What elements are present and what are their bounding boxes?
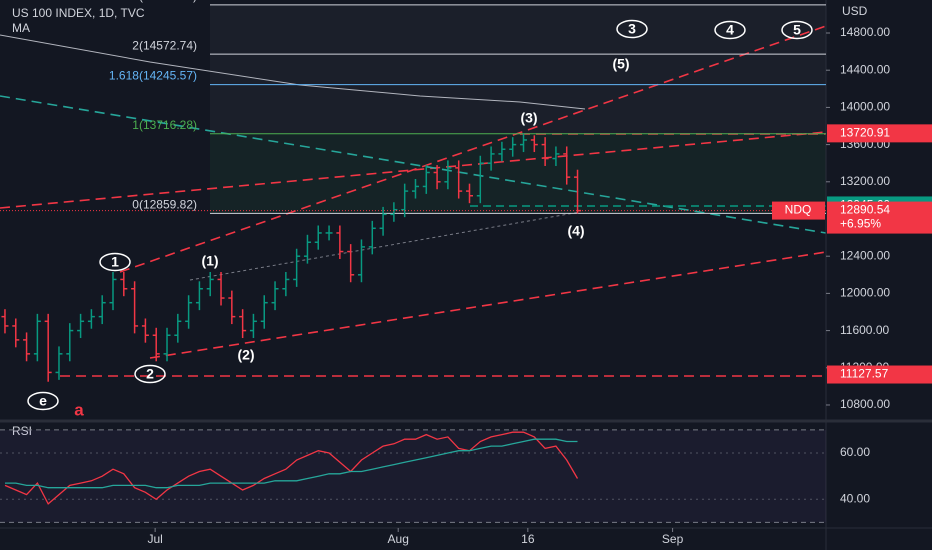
y-tick-label: 14000.00 <box>840 100 890 114</box>
fib-label: 0(12859.82) <box>132 198 197 212</box>
last-price-change: +6.95% <box>840 217 881 231</box>
rsi-band <box>0 429 826 523</box>
wave-circle <box>616 19 648 39</box>
y-tick-label: 11600.00 <box>840 323 889 337</box>
channel-line <box>119 25 827 273</box>
wave-label: (3) <box>520 110 537 126</box>
price-label-box <box>827 124 932 143</box>
fib-label: 2.618(15102.88) <box>109 0 197 3</box>
y-tick-label: 12400.00 <box>840 248 890 262</box>
price-label-box <box>827 365 932 384</box>
channel-line <box>0 131 827 209</box>
wave-label: a <box>74 400 84 419</box>
rsi-tick-label: 40.00 <box>840 491 870 505</box>
x-tick-label: Jul <box>147 532 162 546</box>
wave-label: e <box>39 393 47 409</box>
fib-label: 1(13716.28) <box>132 118 197 132</box>
wave-label: 1 <box>111 254 119 270</box>
y-tick-label: 12000.00 <box>840 286 890 300</box>
wave-circle <box>99 252 131 272</box>
wave-circle <box>781 20 813 40</box>
rsi-line <box>5 438 578 489</box>
wave-label: 3 <box>628 21 636 37</box>
y-tick-label: 14800.00 <box>840 25 890 39</box>
wave-circle <box>714 20 746 40</box>
wave-circle <box>134 364 166 384</box>
rsi-line <box>4 431 579 505</box>
currency: USD <box>842 4 868 18</box>
symbol: NDQ <box>785 203 812 217</box>
wave-circle <box>27 391 59 411</box>
y-tick-label: 13200.00 <box>840 174 890 188</box>
indicator-label: MA <box>12 21 30 35</box>
last-price-box <box>827 201 932 234</box>
x-tick-label: 16 <box>521 532 535 546</box>
moving-average <box>0 34 586 110</box>
wave-label: 4 <box>726 22 734 38</box>
wave-label: (5) <box>612 56 629 72</box>
rsi-tick-label: 60.00 <box>840 445 870 459</box>
wave-label: 2 <box>146 366 154 382</box>
rsi-title: RSI <box>12 424 32 438</box>
y-tick-label: 10800.00 <box>840 397 890 411</box>
x-tick-label: Sep <box>662 532 684 546</box>
channel-line <box>149 251 827 359</box>
price-label: 11127.57 <box>840 367 889 381</box>
symbol-box <box>772 201 825 220</box>
wave-label: (4) <box>567 223 584 239</box>
wave-label: (1) <box>201 253 218 269</box>
fib-label: 1.618(14245.57) <box>109 69 197 83</box>
y-tick-label: 14400.00 <box>840 62 890 76</box>
chart-title: US 100 INDEX, 1D, TVC <box>12 6 145 20</box>
fib-label: 2(14572.74) <box>132 38 197 52</box>
fib-zone <box>210 5 826 134</box>
wave-label: 5 <box>793 22 801 38</box>
x-tick-label: Aug <box>388 532 409 546</box>
trend-line <box>0 95 827 234</box>
wave-label: (2) <box>237 347 254 363</box>
fib-zone <box>210 134 826 213</box>
price-label: 13720.91 <box>840 126 890 140</box>
last-price: 12890.54 <box>840 203 890 217</box>
